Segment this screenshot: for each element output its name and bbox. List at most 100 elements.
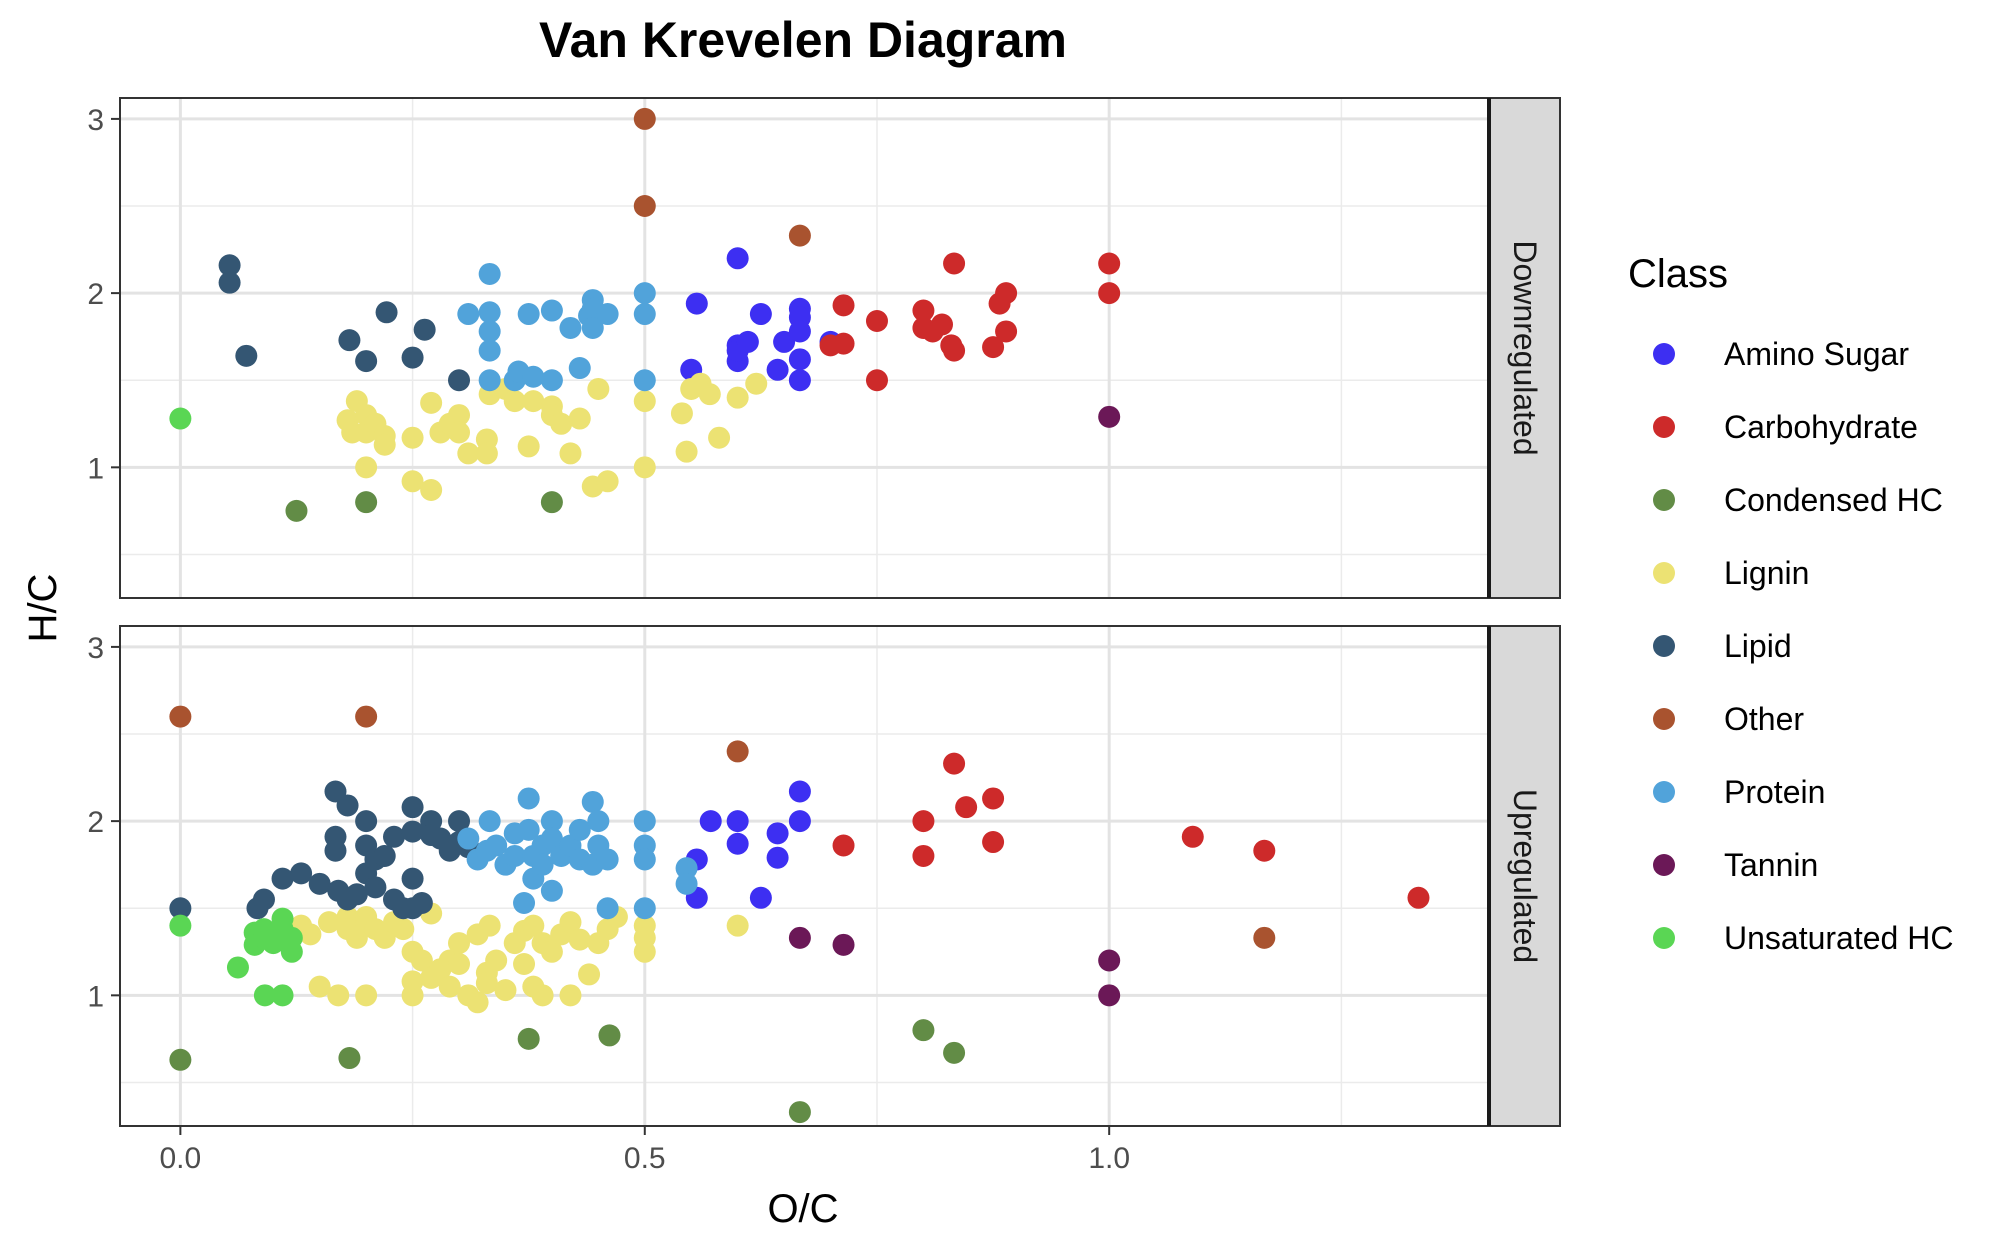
point-carbohydrate <box>943 252 966 275</box>
point-tannin <box>1098 405 1121 428</box>
point-protein <box>478 369 501 392</box>
point-protein <box>633 810 656 833</box>
y-tick-label: 3 <box>87 104 104 137</box>
point-lipid <box>375 301 398 324</box>
point-amino-sugar <box>773 330 796 353</box>
point-carbohydrate <box>832 294 855 317</box>
point-protein <box>587 810 610 833</box>
point-carbohydrate <box>865 309 888 332</box>
legend-label-lipid: Lipid <box>1724 628 1792 664</box>
point-lignin <box>448 421 471 444</box>
point-lignin <box>494 979 517 1002</box>
point-lignin <box>327 984 350 1007</box>
facet-strip <box>1489 625 1561 1127</box>
point-condensed-hc <box>355 491 378 514</box>
point-protein <box>478 301 501 324</box>
point-lignin <box>448 932 471 955</box>
point-lipid <box>413 318 436 341</box>
point-protein <box>581 316 604 339</box>
facet-strip <box>1489 97 1561 599</box>
point-lignin <box>457 442 480 465</box>
facet-panel-upregulated: 1 2 3 Upregulated <box>87 625 1561 1127</box>
point-protein <box>633 369 656 392</box>
point-amino-sugar <box>788 348 811 371</box>
point-lipid <box>401 796 424 819</box>
legend-entry-condensed-hc: Condensed HC <box>1653 482 1943 518</box>
point-protein <box>675 872 698 895</box>
point-lignin <box>559 442 582 465</box>
legend-entry-other: Other <box>1653 701 1804 737</box>
point-lignin <box>633 456 656 479</box>
point-condensed-hc <box>338 1047 361 1070</box>
point-protein <box>568 357 591 380</box>
point-condensed-hc <box>598 1024 621 1047</box>
point-lignin <box>466 991 489 1014</box>
point-protein <box>485 834 508 857</box>
point-carbohydrate <box>912 810 935 833</box>
point-amino-sugar <box>766 846 789 869</box>
panel-background <box>120 98 1490 598</box>
point-lignin <box>726 914 749 937</box>
point-carbohydrate <box>995 282 1018 305</box>
point-carbohydrate <box>912 844 935 867</box>
point-amino-sugar <box>766 822 789 845</box>
point-protein <box>633 303 656 326</box>
point-lignin <box>596 470 619 493</box>
point-other <box>169 705 192 728</box>
point-protein <box>517 787 540 810</box>
point-lignin <box>475 442 498 465</box>
point-tannin <box>1098 984 1121 1007</box>
data-points <box>169 705 1430 1124</box>
y-tick-label: 1 <box>87 452 104 485</box>
point-carbohydrate <box>982 336 1005 359</box>
point-carbohydrate <box>943 339 966 362</box>
facet-panels: 1 2 3 Downregulated 1 2 3 Upregulated <box>87 97 1561 1127</box>
point-protein <box>633 897 656 920</box>
data-points <box>169 107 1121 522</box>
point-protein <box>596 303 619 326</box>
point-lipid <box>364 876 387 899</box>
point-lignin <box>475 972 498 995</box>
point-protein <box>596 897 619 920</box>
y-tick-label: 2 <box>87 278 104 311</box>
point-tannin <box>788 926 811 949</box>
point-lignin <box>355 456 378 479</box>
point-lipid <box>448 810 471 833</box>
point-condensed-hc <box>912 1019 935 1042</box>
point-lignin <box>401 984 424 1007</box>
point-lignin <box>513 952 536 975</box>
point-lipid <box>252 888 275 911</box>
point-protein <box>559 316 582 339</box>
point-condensed-hc <box>517 1027 540 1050</box>
point-protein <box>540 879 563 902</box>
point-lignin <box>745 372 768 395</box>
point-amino-sugar <box>749 886 772 909</box>
point-carbohydrate <box>1407 886 1430 909</box>
point-lipid <box>410 892 433 915</box>
point-lipid <box>218 271 241 294</box>
point-protein <box>503 844 526 867</box>
point-protein <box>531 853 554 876</box>
y-axis-label: H/C <box>21 574 65 643</box>
chart-title: Van Krevelen Diagram <box>539 12 1067 68</box>
point-lignin <box>675 440 698 463</box>
x-tick-label: 0.5 <box>624 1142 666 1175</box>
legend-key-other <box>1653 708 1675 730</box>
point-protein <box>517 818 540 841</box>
point-lignin <box>726 386 749 409</box>
point-condensed-hc <box>943 1041 966 1064</box>
point-protein <box>633 282 656 305</box>
panel-background <box>120 626 1490 1126</box>
point-carbohydrate <box>982 831 1005 854</box>
point-protein <box>522 365 545 388</box>
point-protein <box>478 339 501 362</box>
point-lipid <box>169 897 192 920</box>
y-tick-label: 1 <box>87 980 104 1013</box>
legend-entry-unsaturated-hc: Unsaturated HC <box>1653 920 1953 956</box>
point-carbohydrate <box>982 787 1005 810</box>
point-lipid <box>336 794 359 817</box>
point-amino-sugar <box>685 292 708 315</box>
point-protein <box>457 827 480 850</box>
point-lipid <box>355 810 378 833</box>
legend-entry-amino-sugar: Amino Sugar <box>1653 336 1909 372</box>
